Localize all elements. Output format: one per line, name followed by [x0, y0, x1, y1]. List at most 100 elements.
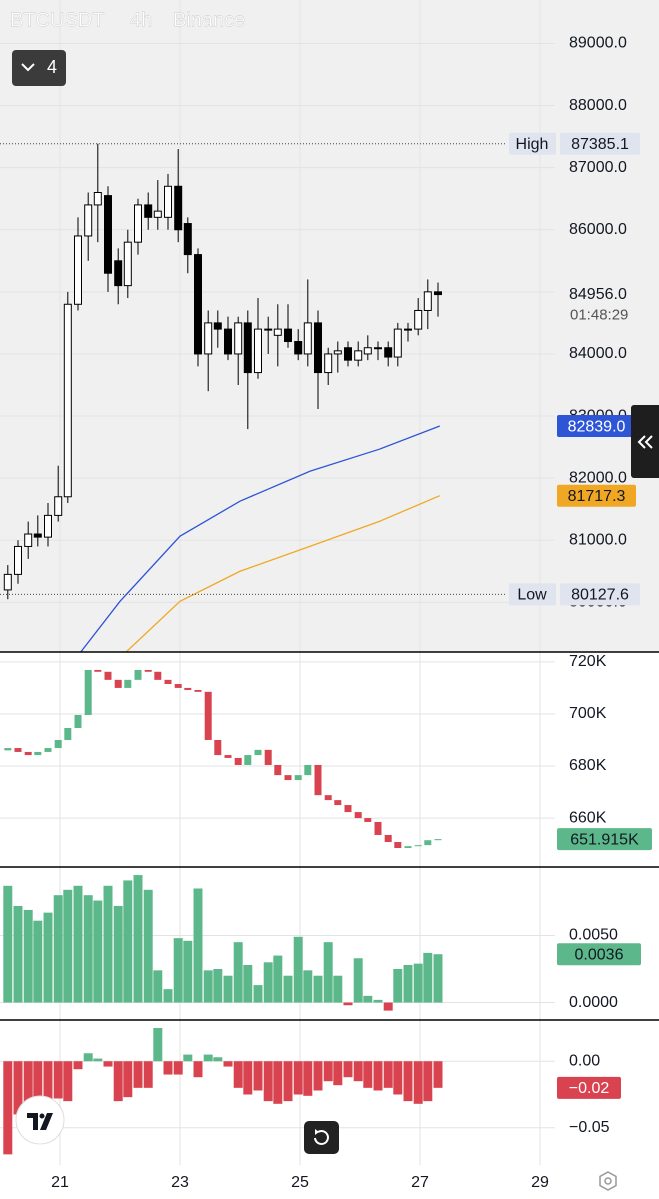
candle-body — [84, 669, 92, 715]
histogram-bar — [273, 1061, 283, 1104]
histogram-bar — [103, 885, 113, 1003]
symbol: BTCUSDT — [10, 9, 104, 31]
candle-body — [63, 303, 72, 498]
histogram-bar — [163, 1061, 173, 1075]
last-price: 84956.0 — [569, 286, 627, 303]
candle-body — [104, 195, 112, 274]
histogram-bar — [373, 999, 383, 1003]
pane-toggle-button[interactable]: 4 — [12, 50, 66, 86]
histogram-bar — [173, 1061, 183, 1075]
exchange: Binance — [173, 9, 245, 31]
candle-body — [84, 204, 93, 237]
histogram-bar — [323, 942, 333, 1003]
histogram-bar — [123, 1061, 133, 1098]
candle-body — [224, 755, 232, 758]
candle-body — [93, 191, 102, 206]
candle-body — [44, 748, 52, 752]
histogram-bar — [203, 970, 213, 1003]
histogram-bar — [383, 1061, 393, 1088]
y-tick-label: 87000.0 — [569, 159, 627, 176]
y-tick-label: 82000.0 — [569, 469, 627, 486]
x-tick-label: 27 — [411, 1174, 429, 1191]
histogram-bar — [423, 1061, 433, 1102]
histogram-bar — [383, 1002, 393, 1011]
histogram-bar — [43, 1061, 53, 1102]
candle-body — [114, 679, 122, 688]
price-label-bg — [560, 132, 640, 155]
y-tick-label: 0.0050 — [569, 927, 618, 944]
histogram-bar — [433, 954, 443, 1003]
histogram-bar — [183, 940, 193, 1003]
candle-body — [134, 204, 142, 243]
x-tick-label: 25 — [291, 1174, 309, 1191]
candle-body — [324, 795, 332, 801]
price-label: 82839.0 — [568, 418, 626, 435]
price-label: 80127.6 — [571, 587, 629, 604]
candle-body — [34, 751, 42, 756]
reset-view-button[interactable] — [304, 1121, 339, 1154]
histogram-bar — [243, 964, 253, 1003]
candle-body — [394, 842, 402, 848]
histogram-bar — [403, 1061, 413, 1102]
candle-body — [374, 821, 382, 835]
histogram-bar — [213, 969, 223, 1003]
candle-body — [4, 748, 12, 751]
histogram-bar — [273, 955, 283, 1003]
extreme-tag-bg — [509, 132, 556, 155]
histogram-bar — [23, 909, 33, 1003]
y-tick-label: −0.05 — [569, 1119, 610, 1136]
candle-body — [414, 309, 423, 330]
candle-body — [273, 328, 282, 336]
candle-body — [144, 669, 152, 672]
pane — [0, 875, 555, 1011]
candle-body — [234, 322, 243, 355]
candle-body — [314, 764, 322, 796]
price-label-bg — [557, 828, 652, 851]
price-label-bg — [557, 1076, 621, 1099]
candle-body — [194, 690, 202, 692]
histogram-bar — [333, 1061, 343, 1086]
candle-body — [303, 322, 312, 355]
candle-body — [144, 204, 153, 218]
candle-body — [164, 679, 172, 685]
candle-body — [334, 800, 342, 806]
tradingview-logo[interactable] — [15, 1095, 65, 1145]
histogram-bar — [163, 989, 173, 1003]
histogram-bar — [353, 1061, 363, 1082]
histogram-bar — [283, 975, 293, 1003]
histogram-bar — [143, 1061, 153, 1088]
histogram-bar — [293, 936, 303, 1003]
y-tick-label: 700K — [569, 705, 607, 722]
histogram-bar — [93, 1058, 103, 1062]
candle-body — [404, 328, 412, 331]
candle-body — [393, 328, 402, 358]
candle-body — [54, 496, 63, 516]
candle-body — [404, 846, 412, 848]
candle-body — [434, 291, 442, 296]
histogram-bar — [63, 1061, 73, 1102]
histogram-bar — [53, 1061, 63, 1099]
candle-body — [54, 739, 62, 749]
price-label: 81717.3 — [568, 488, 626, 505]
settings-button[interactable] — [599, 1171, 617, 1191]
histogram-bar — [313, 975, 323, 1003]
histogram-bar — [423, 952, 433, 1003]
candle-body — [104, 671, 112, 680]
candle-body — [174, 684, 182, 688]
histogram-bar — [43, 912, 53, 1003]
extreme-tag: Low — [517, 587, 547, 604]
histogram-bar — [393, 969, 403, 1003]
candle-body — [324, 353, 333, 374]
histogram-bar — [253, 1061, 263, 1091]
side-panel-toggle[interactable] — [631, 405, 659, 478]
histogram-bar — [173, 938, 183, 1003]
histogram-bar — [133, 1061, 143, 1088]
price-label-bg — [560, 583, 640, 606]
histogram-bar — [193, 1061, 203, 1078]
y-tick-label: 81000.0 — [569, 531, 627, 548]
histogram-bar — [53, 895, 63, 1003]
histogram-bar — [133, 875, 143, 1003]
y-tick-label: 84000.0 — [569, 345, 627, 362]
candle-body — [384, 347, 393, 358]
histogram-bar — [153, 1027, 163, 1062]
